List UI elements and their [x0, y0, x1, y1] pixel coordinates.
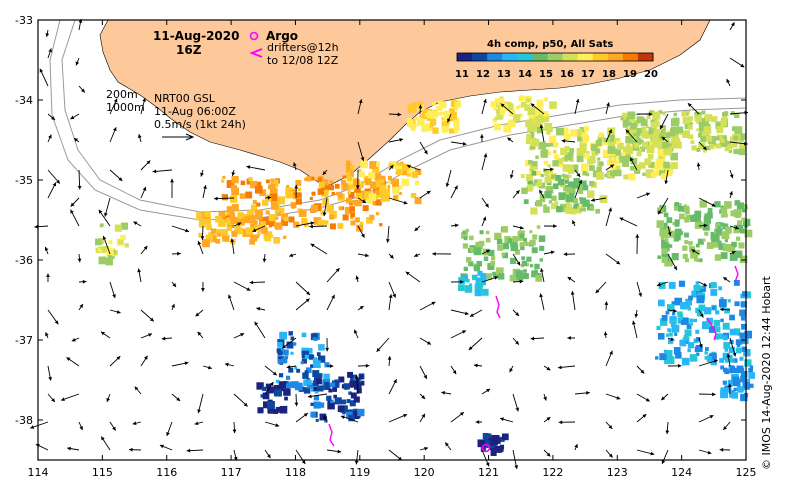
- colorbar: [456, 52, 654, 62]
- argo-legend-label: Argo: [266, 29, 298, 43]
- drifter-tracks: [328, 265, 739, 447]
- colorbar-tick-label: 12: [476, 69, 490, 80]
- colorbar-swatch: [457, 53, 473, 61]
- drifter-track-3: [706, 317, 717, 341]
- x-tick-label: 115: [92, 466, 113, 479]
- colorbar-swatch: [607, 53, 624, 61]
- colorbar-swatch: [487, 53, 503, 61]
- colorbar-tick-label: 15: [539, 69, 553, 80]
- colorbar-swatch: [547, 53, 564, 61]
- argo-legend-icon: [249, 31, 259, 41]
- y-tick-label: -36: [15, 254, 33, 267]
- x-tick-label: 120: [414, 466, 435, 479]
- colorbar-ticks: 11 12 13 14 15 16 17 18 19 20: [455, 69, 658, 80]
- title-date: 11-Aug-2020: [153, 29, 239, 43]
- credit-text: © IMOS 14-Aug-2020 12:44 Hobart: [760, 276, 773, 470]
- current-vectors: [30, 18, 749, 470]
- colorbar-swatch: [577, 53, 594, 61]
- colorbar-swatch: [517, 53, 533, 61]
- colorbar-tick-label: 17: [581, 69, 595, 80]
- colorbar-swatch: [472, 53, 488, 61]
- y-tick-label: -34: [15, 94, 33, 107]
- drifter-track-4: [734, 265, 739, 283]
- colorbar-swatch: [502, 53, 518, 61]
- isobath-200m: [61, 19, 747, 213]
- isobath-200m-label: 200m: [106, 88, 138, 101]
- colorbar-swatch: [532, 53, 548, 61]
- argo-float: [481, 443, 491, 453]
- x-tick-label: 116: [156, 466, 177, 479]
- drifter-legend-range: to 12/08 12Z: [267, 54, 339, 67]
- drifter-legend-icon: [249, 48, 263, 58]
- sst-patches: [95, 95, 756, 456]
- y-tick-label: -33: [15, 14, 33, 27]
- colorbar-swatch: [637, 53, 654, 61]
- drifter-legend-label: drifters@12h: [267, 41, 339, 54]
- colorbar-swatch: [562, 53, 579, 61]
- x-tick-label: 122: [542, 466, 563, 479]
- colorbar-tick-label: 16: [560, 69, 574, 80]
- drifter-track-1: [495, 295, 501, 319]
- colorbar-tick-label: 18: [602, 69, 616, 80]
- x-tick-label: 114: [28, 466, 49, 479]
- colorbar-tick-label: 11: [455, 69, 469, 80]
- x-tick-label: 117: [221, 466, 242, 479]
- x-tick-label: 124: [671, 466, 692, 479]
- x-tick-label: 123: [607, 466, 628, 479]
- y-tick-label: -37: [15, 334, 33, 347]
- x-tick-label: 119: [349, 466, 370, 479]
- x-tick-label: 125: [736, 466, 757, 479]
- x-axis: 114 115 116 117 118 119 120 121 122 123 124 125: [28, 20, 757, 479]
- colorbar-tick-label: 20: [644, 69, 658, 80]
- title-time: 16Z: [176, 43, 202, 57]
- y-tick-label: -35: [15, 174, 33, 187]
- colorbar-title: 4h comp, p50, All Sats: [487, 39, 613, 50]
- colorbar-tick-label: 14: [518, 69, 532, 80]
- colorbar-tick-label: 19: [623, 69, 637, 80]
- scale-arrow: [162, 133, 195, 141]
- model-time: 11-Aug 06:00Z: [154, 105, 236, 118]
- colorbar-swatch: [592, 53, 609, 61]
- y-tick-label: -38: [15, 414, 33, 427]
- x-tick-label: 118: [285, 466, 306, 479]
- colorbar-tick-label: 13: [497, 69, 511, 80]
- scale-label: 0.5m/s (1kt 24h): [154, 118, 246, 131]
- x-tick-label: 121: [478, 466, 499, 479]
- drifter-track-2: [328, 423, 335, 447]
- model-label: NRT00 GSL: [154, 92, 216, 105]
- map-frame: [37, 19, 747, 461]
- isobath-1000m-label: 1000m: [106, 101, 145, 114]
- colorbar-swatch: [622, 53, 639, 61]
- y-axis: -33 -34 -35 -36 -37 -38: [15, 14, 746, 427]
